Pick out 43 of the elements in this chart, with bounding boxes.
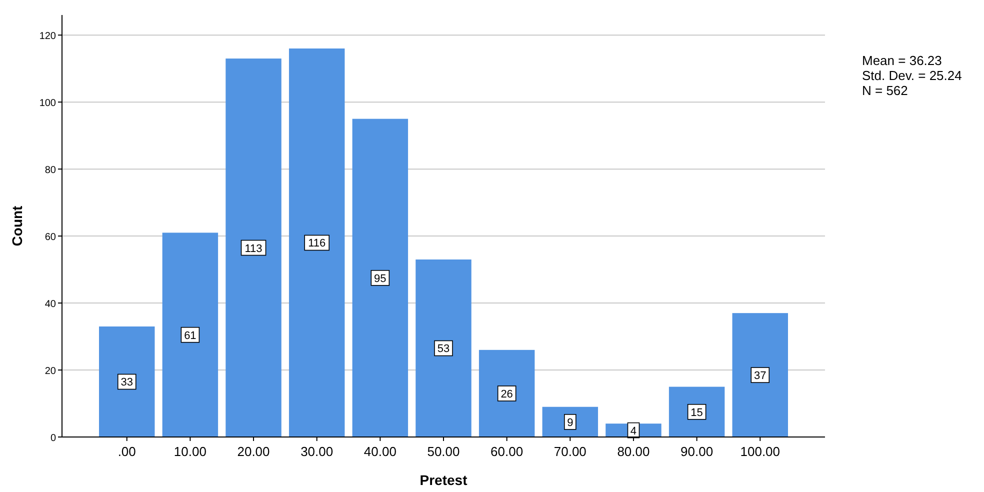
data-label: 15 xyxy=(690,406,703,419)
x-tick-label: 60.00 xyxy=(490,444,524,459)
bar xyxy=(352,118,408,437)
text: Mean = 36.23 xyxy=(862,53,942,68)
bar xyxy=(162,232,218,437)
y-tick-label: 60 xyxy=(44,232,56,244)
data-label: 53 xyxy=(437,343,450,356)
bar xyxy=(99,326,155,437)
x-tick-label: 90.00 xyxy=(680,444,714,459)
data-label: 113 xyxy=(244,242,262,255)
bar xyxy=(226,58,282,437)
bar xyxy=(668,386,725,437)
text: N = 562 xyxy=(862,83,908,98)
x-tick-label: 20.00 xyxy=(237,444,270,459)
y-tick-label: 40 xyxy=(44,299,56,310)
y-tick-label: 120 xyxy=(39,31,56,42)
y-tick-label: 100 xyxy=(39,98,56,110)
x-tick-label: 70.00 xyxy=(554,444,586,459)
y-axis-title: Count xyxy=(9,205,25,246)
data-label: 61 xyxy=(184,330,196,342)
x-tick-label: 40.00 xyxy=(364,444,396,459)
data-label: 9 xyxy=(567,416,574,429)
data-label: 4 xyxy=(630,425,637,438)
y-tick-label: 20 xyxy=(44,366,56,378)
y-tick-label: 80 xyxy=(44,165,56,176)
x-tick-label: 30.00 xyxy=(300,444,334,459)
text: Std. Dev. = 25.24 xyxy=(862,68,962,83)
bar xyxy=(416,259,472,437)
data-label: 37 xyxy=(754,370,766,382)
data-label: 116 xyxy=(308,238,326,250)
data-label: 26 xyxy=(500,388,513,400)
x-tick-label: 100.00 xyxy=(740,444,780,459)
x-tick-label: .00 xyxy=(118,444,136,459)
bar xyxy=(732,313,788,437)
data-label: 33 xyxy=(120,376,133,389)
data-label: 95 xyxy=(374,272,386,285)
bar xyxy=(478,350,535,437)
bar xyxy=(288,48,345,437)
x-tick-label: 80.00 xyxy=(617,444,650,459)
y-tick-label: 0 xyxy=(50,433,56,444)
x-tick-label: 50.00 xyxy=(427,444,460,459)
x-axis-title: Pretest xyxy=(420,472,468,488)
x-tick-label: 10.00 xyxy=(174,444,206,459)
